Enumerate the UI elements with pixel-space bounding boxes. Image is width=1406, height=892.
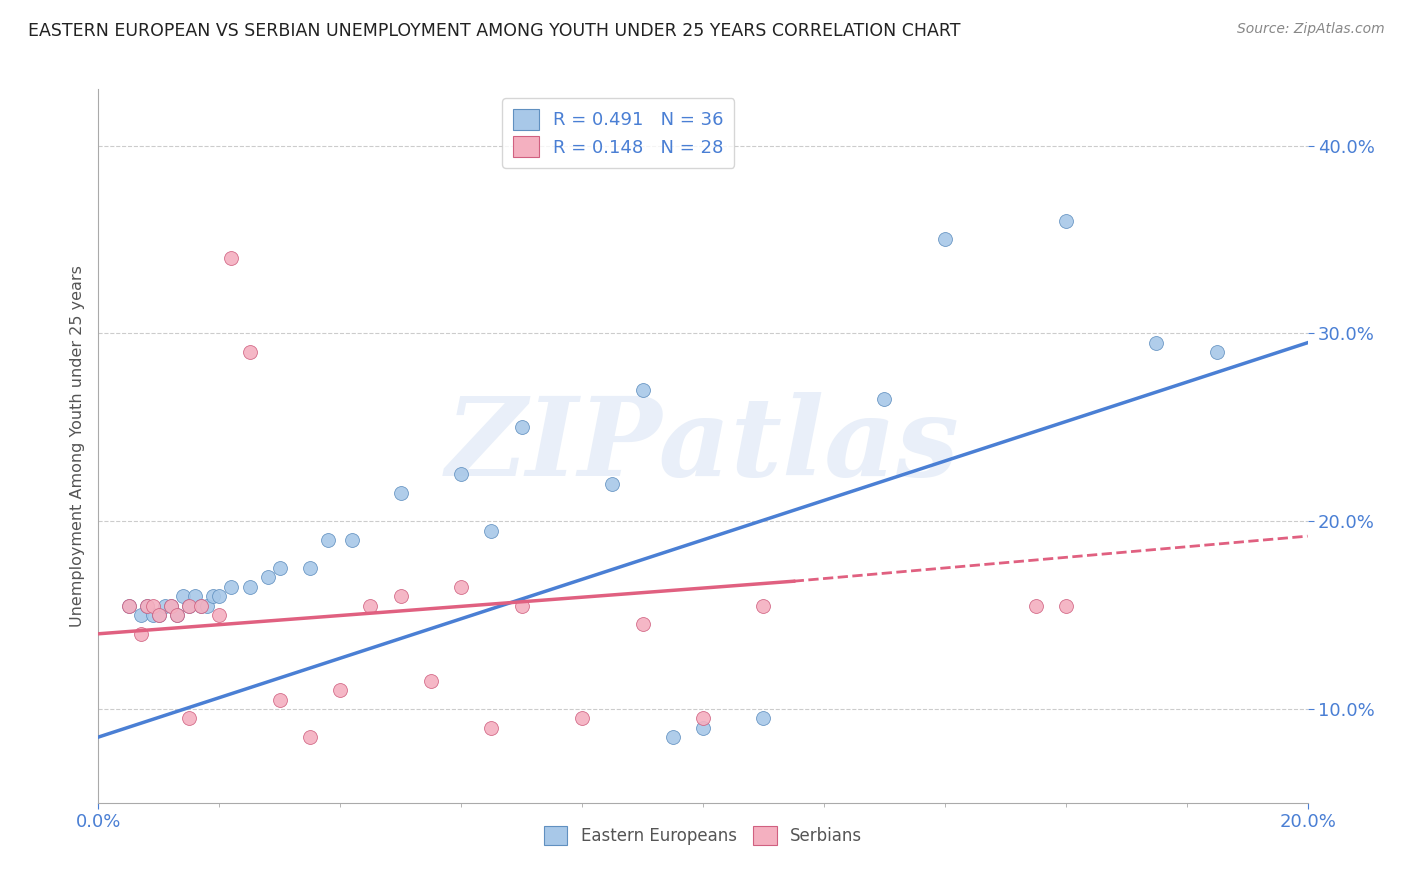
Point bbox=[179, 599, 201, 613]
Point bbox=[631, 617, 654, 632]
Point bbox=[166, 607, 188, 622]
Point bbox=[1206, 345, 1229, 359]
Point bbox=[360, 599, 382, 613]
Point bbox=[481, 524, 503, 538]
Point bbox=[142, 599, 165, 613]
Point bbox=[172, 589, 194, 603]
Point bbox=[1024, 599, 1046, 613]
Y-axis label: Unemployment Among Youth under 25 years: Unemployment Among Youth under 25 years bbox=[69, 265, 84, 627]
Point bbox=[1054, 599, 1077, 613]
Point bbox=[873, 392, 896, 406]
Point bbox=[661, 730, 683, 744]
Point bbox=[142, 607, 165, 622]
Point bbox=[299, 730, 322, 744]
Point bbox=[221, 580, 243, 594]
Point bbox=[571, 711, 593, 725]
Point bbox=[190, 599, 212, 613]
Point bbox=[1144, 335, 1167, 350]
Point bbox=[118, 599, 141, 613]
Point bbox=[420, 673, 443, 688]
Point bbox=[299, 561, 322, 575]
Point bbox=[316, 533, 339, 547]
Point bbox=[195, 599, 218, 613]
Point bbox=[450, 467, 472, 482]
Point bbox=[510, 599, 533, 613]
Point bbox=[202, 589, 225, 603]
Point bbox=[184, 589, 207, 603]
Point bbox=[389, 589, 412, 603]
Point bbox=[1054, 213, 1077, 227]
Point bbox=[190, 599, 212, 613]
Point bbox=[179, 711, 201, 725]
Point bbox=[153, 599, 176, 613]
Point bbox=[166, 607, 188, 622]
Point bbox=[692, 721, 714, 735]
Point bbox=[129, 607, 152, 622]
Point bbox=[450, 580, 472, 594]
Point bbox=[148, 607, 170, 622]
Text: Source: ZipAtlas.com: Source: ZipAtlas.com bbox=[1237, 22, 1385, 37]
Point bbox=[208, 589, 231, 603]
Point bbox=[129, 627, 152, 641]
Point bbox=[269, 692, 291, 706]
Point bbox=[179, 599, 201, 613]
Legend: Eastern Europeans, Serbians: Eastern Europeans, Serbians bbox=[537, 819, 869, 852]
Point bbox=[752, 599, 775, 613]
Point bbox=[481, 721, 503, 735]
Point bbox=[239, 345, 262, 359]
Point bbox=[692, 711, 714, 725]
Point bbox=[752, 711, 775, 725]
Point bbox=[208, 607, 231, 622]
Point bbox=[510, 420, 533, 434]
Point bbox=[135, 599, 157, 613]
Point bbox=[118, 599, 141, 613]
Point bbox=[239, 580, 262, 594]
Point bbox=[160, 599, 183, 613]
Point bbox=[160, 599, 183, 613]
Point bbox=[934, 232, 956, 246]
Point bbox=[269, 561, 291, 575]
Point bbox=[631, 383, 654, 397]
Text: EASTERN EUROPEAN VS SERBIAN UNEMPLOYMENT AMONG YOUTH UNDER 25 YEARS CORRELATION : EASTERN EUROPEAN VS SERBIAN UNEMPLOYMENT… bbox=[28, 22, 960, 40]
Point bbox=[148, 607, 170, 622]
Point bbox=[342, 533, 364, 547]
Point bbox=[389, 486, 412, 500]
Point bbox=[135, 599, 157, 613]
Point bbox=[329, 683, 352, 698]
Text: ZIPatlas: ZIPatlas bbox=[446, 392, 960, 500]
Point bbox=[256, 570, 278, 584]
Point bbox=[602, 476, 624, 491]
Point bbox=[221, 251, 243, 265]
